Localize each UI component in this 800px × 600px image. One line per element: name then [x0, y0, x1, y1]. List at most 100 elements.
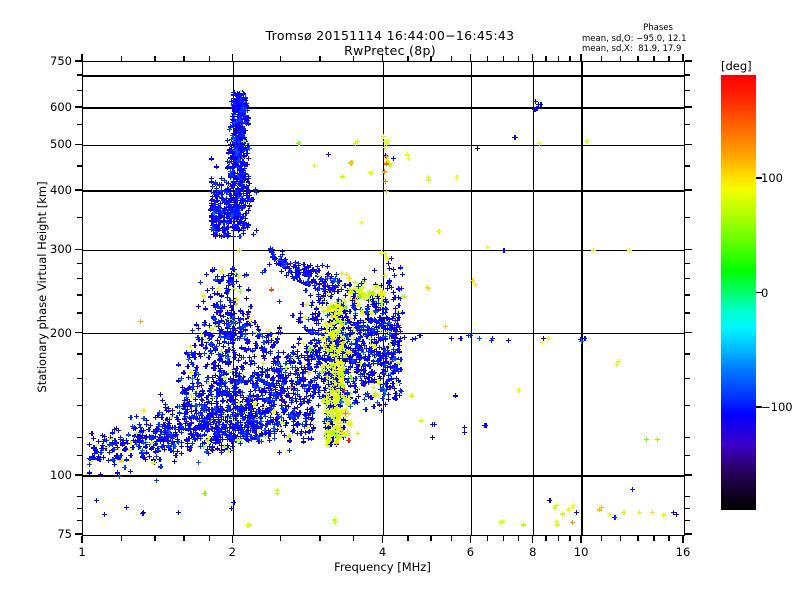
data-point: [219, 399, 225, 404]
data-point: [201, 443, 207, 449]
data-point: [429, 434, 435, 440]
data-point: [649, 509, 655, 515]
x-axis-tick-minor: [668, 535, 670, 541]
data-point: [291, 359, 297, 365]
data-point: [237, 437, 243, 443]
data-point: [107, 436, 113, 442]
data-point: [217, 201, 223, 206]
data-point: [337, 408, 343, 413]
data-point: [322, 289, 328, 295]
data-point: [276, 329, 282, 335]
data-point: [371, 403, 377, 409]
data-point: [290, 344, 296, 350]
data-point: [252, 319, 258, 325]
data-point: [328, 287, 334, 293]
figure-title-sub: RwPretec (8p): [344, 43, 436, 58]
data-point: [287, 438, 293, 444]
data-point: [383, 359, 389, 365]
data-point: [325, 394, 331, 400]
data-point: [205, 439, 211, 445]
data-point: [210, 314, 216, 320]
data-point: [190, 361, 196, 367]
data-point: [237, 124, 243, 130]
data-point: [204, 287, 210, 293]
data-point: [398, 357, 404, 363]
data-point: [253, 388, 258, 394]
data-point: [188, 420, 194, 426]
data-point: [265, 367, 271, 373]
data-point: [294, 392, 300, 398]
data-point: [452, 393, 458, 399]
data-point: [218, 447, 224, 453]
data-point: [331, 332, 337, 338]
data-point: [335, 288, 341, 294]
data-point: [348, 375, 354, 381]
data-point: [537, 141, 543, 147]
data-point: [533, 99, 539, 105]
data-point: [176, 378, 181, 384]
data-point: [300, 422, 306, 428]
data-point: [313, 348, 319, 354]
data-point: [109, 448, 115, 453]
data-point: [222, 375, 228, 381]
data-point: [280, 381, 286, 387]
y-axis-tick-minor-right: [684, 454, 690, 457]
data-point: [227, 195, 233, 201]
x-axis-tick-label: 10: [573, 545, 589, 559]
data-point: [241, 230, 247, 236]
data-point: [380, 311, 385, 317]
data-point: [206, 426, 212, 432]
data-point: [242, 203, 248, 208]
data-point: [225, 341, 231, 347]
data-point: [158, 464, 164, 470]
data-point: [237, 147, 243, 153]
data-point: [133, 414, 139, 420]
data-point: [181, 416, 187, 422]
data-point: [214, 398, 220, 404]
data-point: [237, 233, 243, 239]
data-point: [234, 221, 240, 227]
data-point: [133, 426, 139, 432]
data-point: [240, 160, 245, 166]
data-point: [225, 189, 231, 195]
data-point: [234, 424, 240, 430]
data-point: [335, 396, 341, 402]
x-axis-tick-minor-top: [637, 56, 639, 61]
data-point: [390, 289, 396, 295]
data-point: [203, 364, 209, 370]
data-point: [219, 358, 225, 364]
data-point: [246, 346, 251, 352]
data-point: [345, 396, 351, 402]
data-point: [387, 282, 393, 288]
data-point: [373, 320, 379, 326]
data-point: [226, 425, 232, 430]
x-axis-tick-major: [381, 535, 384, 543]
data-point: [249, 331, 255, 337]
data-point: [248, 358, 254, 364]
data-point: [136, 444, 142, 450]
data-point: [318, 304, 324, 310]
plot-area[interactable]: [82, 61, 685, 536]
data-point: [261, 339, 267, 345]
data-point: [193, 403, 199, 409]
data-point: [153, 453, 159, 459]
data-point: [363, 353, 369, 359]
data-point: [215, 337, 221, 343]
data-point: [230, 210, 236, 216]
y-axis-tick-minor-right: [684, 262, 690, 265]
data-point: [99, 449, 105, 455]
data-point: [310, 266, 316, 272]
data-point: [228, 124, 234, 130]
data-point: [265, 433, 271, 439]
figure-title: Tromsø 20151114 16:44:00−16:45:43 RwPret…: [0, 28, 780, 58]
data-point: [97, 471, 103, 477]
data-point: [194, 364, 200, 370]
data-point: [97, 456, 103, 462]
data-point: [238, 162, 244, 168]
data-point: [217, 428, 223, 434]
data-point: [397, 329, 403, 334]
data-point: [208, 389, 214, 395]
data-point: [385, 285, 391, 291]
x-axis-tick-major-top: [682, 54, 684, 61]
data-point: [425, 177, 431, 183]
